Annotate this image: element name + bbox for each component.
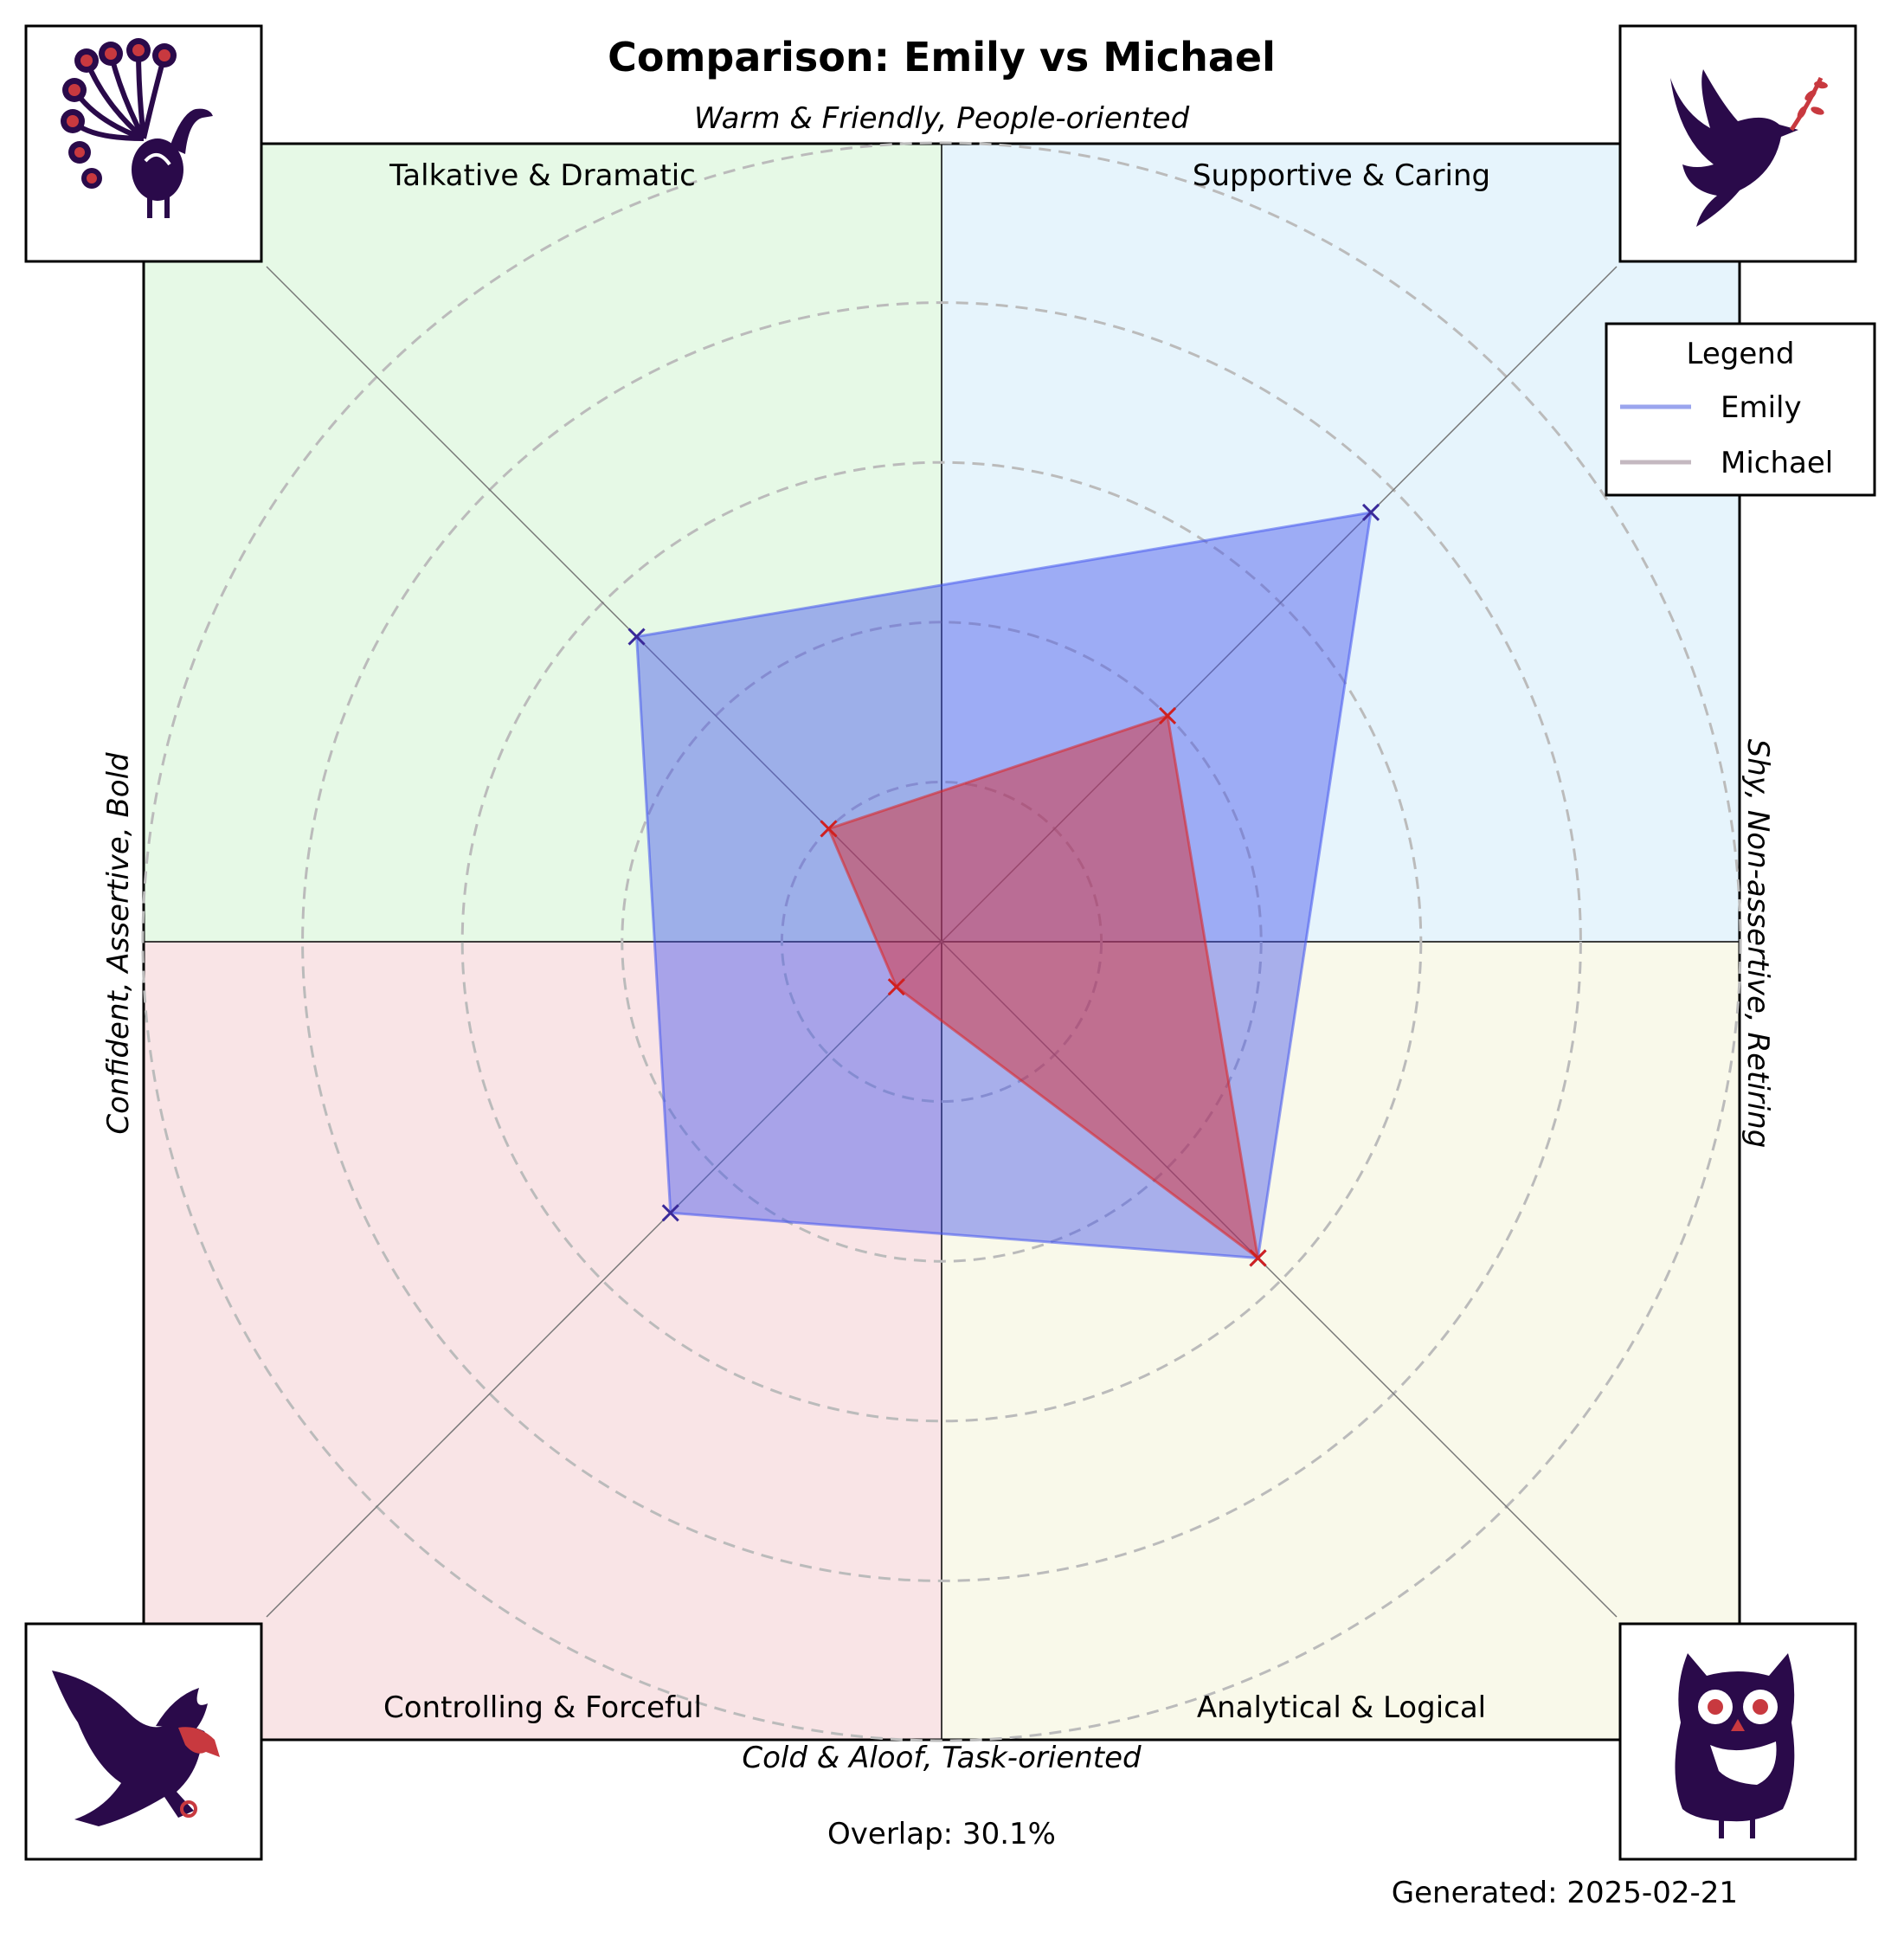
grid-ring-1 — [780, 780, 1103, 1104]
point-michael-0 — [1159, 706, 1177, 724]
marker-stroke-b — [820, 820, 838, 838]
quadrant-label-talkative: Talkative & Dramatic — [389, 158, 696, 193]
legend-label-michael: Michael — [1721, 446, 1833, 480]
marker-stroke-b — [661, 1204, 679, 1222]
eagle-icon — [24, 1622, 263, 1861]
quadrant-label-supportive: Supportive & Caring — [1193, 158, 1490, 193]
left-axis-label: Confident, Assertive, Bold — [101, 752, 136, 1135]
spoke-0 — [941, 266, 1618, 943]
grid-ring-4 — [301, 301, 1582, 1582]
point-emily-0 — [1361, 503, 1380, 522]
spoke-2 — [266, 941, 942, 1618]
data-series — [627, 503, 1380, 1267]
legend-label-emily: Emily — [1721, 390, 1802, 425]
grid-ring-3 — [460, 460, 1423, 1423]
marker-stroke-b — [887, 978, 905, 996]
spoke-3 — [941, 941, 1618, 1618]
quadrant-label-analytical: Analytical & Logical — [1197, 1690, 1486, 1725]
peacock-icon — [24, 24, 263, 263]
point-michael-3 — [1249, 1249, 1267, 1267]
marker-stroke-b — [627, 628, 646, 646]
generated-footer: Generated: 2025-02-21 — [1392, 1876, 1738, 1910]
grid-ring-5 — [141, 141, 1742, 1742]
chart-title: Comparison: Emily vs Michael — [608, 34, 1276, 80]
legend: Legend Emily Michael — [1605, 322, 1876, 497]
marker-stroke-b — [1361, 503, 1380, 522]
radial-grid — [141, 141, 1742, 1742]
point-emily-2 — [661, 1204, 679, 1222]
owl-icon — [1618, 1622, 1857, 1861]
grid-ring-2 — [621, 621, 1263, 1263]
point-emily-1 — [627, 628, 646, 646]
overlap-annotation: Overlap: 30.1% — [827, 1817, 1056, 1851]
bottom-axis-label: Cold & Aloof, Task-oriented — [742, 1741, 1142, 1775]
point-michael-1 — [820, 820, 838, 838]
legend-title: Legend — [1687, 337, 1795, 371]
legend-box — [1605, 322, 1876, 497]
marker-stroke-b — [1249, 1249, 1267, 1267]
quadrant-label-controlling: Controlling & Forceful — [383, 1690, 702, 1725]
marker-stroke-b — [1159, 706, 1177, 724]
top-axis-label: Warm & Friendly, People-oriented — [694, 101, 1190, 136]
dove-icon — [1618, 24, 1857, 263]
point-michael-2 — [887, 978, 905, 996]
right-axis-label: Shy, Non-assertive, Retiring — [1740, 739, 1775, 1149]
